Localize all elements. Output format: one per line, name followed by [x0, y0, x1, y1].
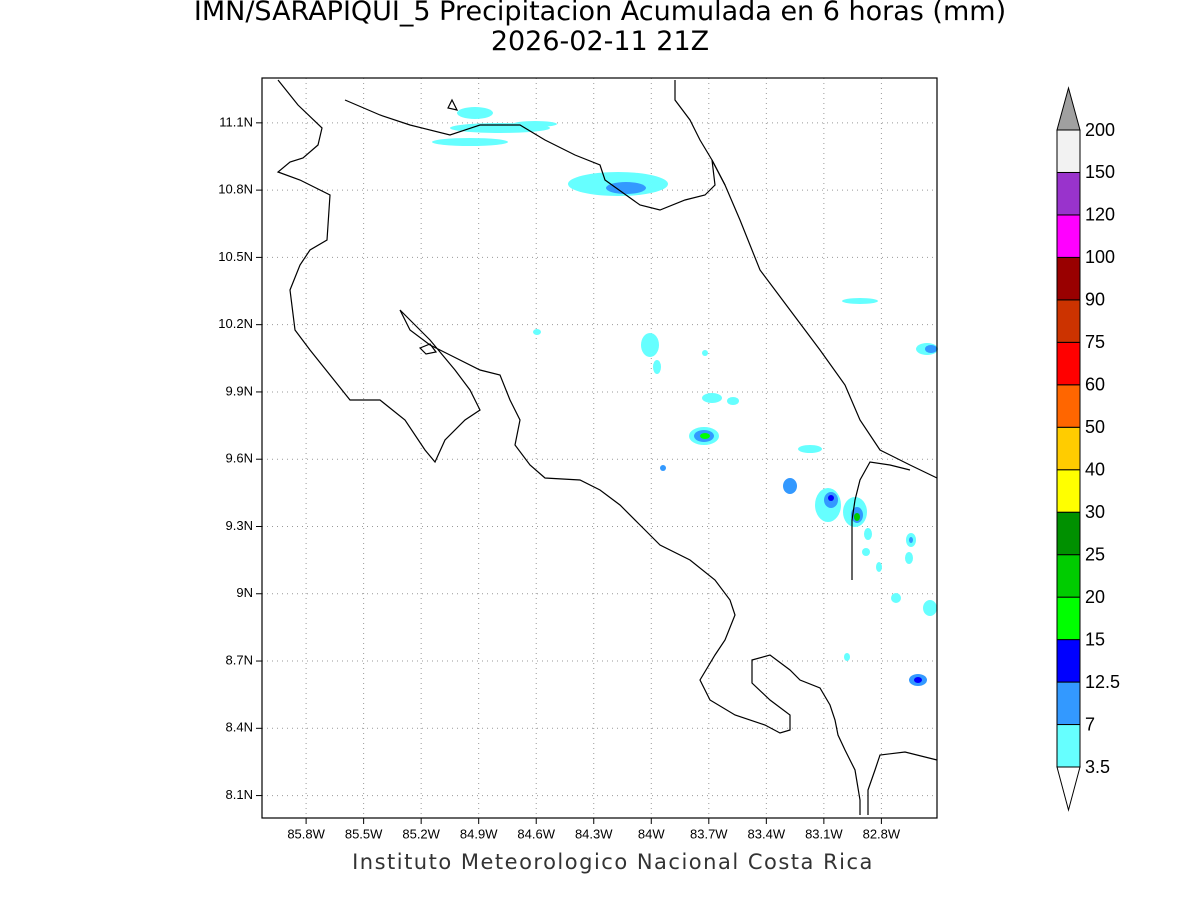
- colorbar-label: 150: [1085, 162, 1115, 182]
- colorbar-box: [1056, 554, 1081, 598]
- rain-area: [660, 465, 666, 471]
- north-border: [344, 99, 726, 211]
- colorbar-box: [1056, 724, 1081, 768]
- x-tick-label: 83.4W: [748, 826, 786, 841]
- coastlines: [276, 79, 938, 815]
- island: [418, 343, 438, 355]
- grid: [262, 78, 937, 818]
- map-frame: [261, 77, 938, 819]
- colorbar-box: [1056, 341, 1081, 386]
- rain-area: [909, 537, 913, 543]
- rain-area: [864, 528, 872, 540]
- colorbar-box: [1056, 129, 1081, 173]
- colorbar-label: 100: [1085, 247, 1115, 267]
- colorbar-label: 20: [1085, 587, 1105, 607]
- rain-area: [606, 182, 646, 194]
- rain-area: [432, 138, 508, 146]
- x-tick-label: 85.8W: [287, 826, 325, 841]
- y-tick-label: 8.1N: [226, 787, 253, 802]
- rain-area: [925, 345, 937, 353]
- colorbar: 3.5 7 12.5 15 20 25 30 40 50 60 75 90 100 120 150 200: [1056, 86, 1120, 812]
- colorbar-label: 90: [1085, 290, 1105, 310]
- x-tick-label: 85.2W: [402, 826, 440, 841]
- footer: Instituto Meteorologico Nacional Costa R…: [352, 850, 874, 874]
- rain-area: [923, 600, 937, 616]
- y-tick-label: 10.2N: [218, 316, 253, 331]
- rain-area: [798, 445, 822, 453]
- rain-area: [891, 593, 901, 603]
- caribbean-coast: [674, 80, 938, 479]
- x-tick-label: 82.8W: [863, 826, 901, 841]
- title: IMN/SARAPIQUI_5 Precipitacion Acumulada …: [194, 0, 1006, 27]
- colorbar-label: 25: [1085, 544, 1105, 564]
- x-tick-label: 85.5W: [345, 826, 383, 841]
- y-tick-label: 10.8N: [218, 182, 253, 197]
- rain-area: [533, 329, 541, 335]
- colorbar-label: 120: [1085, 205, 1115, 225]
- y-tick-label: 11.1N: [219, 114, 253, 129]
- colorbar-box: [1056, 596, 1081, 641]
- rain-area: [513, 121, 557, 127]
- colorbar-label: 50: [1085, 417, 1105, 437]
- x-tick-label: 84.9W: [460, 826, 498, 841]
- x-tick-label: 83.1W: [805, 826, 843, 841]
- rain-area: [914, 677, 922, 683]
- colorbar-over: [1056, 86, 1081, 131]
- rain-area: [700, 433, 710, 439]
- colorbar-label: 200: [1085, 120, 1115, 140]
- lake: [447, 98, 459, 111]
- rain-area: [842, 298, 878, 304]
- x-tick-label: 84.3W: [575, 826, 613, 841]
- colorbar-box: [1056, 681, 1081, 726]
- colorbar-box: [1056, 511, 1081, 556]
- colorbar-label: 3.5: [1085, 757, 1110, 777]
- colorbar-box: [1056, 299, 1081, 343]
- x-tick-label: 83.7W: [690, 826, 728, 841]
- y-tick-label: 9.3N: [226, 518, 253, 533]
- pacific-coast: [276, 79, 861, 815]
- rain-area: [876, 562, 882, 572]
- rain-area: [641, 333, 659, 357]
- precipitation: [432, 107, 938, 686]
- rain-area: [457, 107, 493, 119]
- colorbar-label: 15: [1085, 629, 1105, 649]
- rain-area: [727, 397, 739, 405]
- colorbar-label: 12.5: [1085, 672, 1120, 692]
- rain-area: [862, 548, 870, 556]
- colorbar-box: [1056, 639, 1081, 683]
- axes: 85.8W 85.5W 85.2W 84.9W 84.6W 84.3W 84W 83.7W 83…: [218, 114, 901, 841]
- colorbar-label: 7: [1085, 714, 1095, 734]
- colorbar-label: 60: [1085, 375, 1105, 395]
- rain-area: [854, 513, 860, 521]
- y-tick-label: 8.7N: [226, 652, 253, 667]
- y-tick-label: 10.5N: [218, 249, 253, 264]
- rain-area: [702, 393, 722, 403]
- subtitle: 2026-02-11 21Z: [491, 26, 709, 57]
- colorbar-box: [1056, 384, 1081, 428]
- panama-border: [851, 461, 911, 580]
- colorbar-label: 75: [1085, 332, 1105, 352]
- south-coast: [867, 751, 938, 815]
- x-tick-label: 84W: [638, 826, 665, 841]
- colorbar-box: [1056, 469, 1081, 513]
- x-tick-label: 84.6W: [517, 826, 555, 841]
- colorbar-box: [1056, 426, 1081, 471]
- rain-area: [783, 478, 797, 494]
- colorbar-box: [1056, 171, 1081, 216]
- y-tick-label: 8.4N: [226, 720, 253, 735]
- colorbar-under: [1056, 766, 1081, 812]
- colorbar-box: [1056, 214, 1081, 258]
- colorbar-box: [1056, 256, 1081, 301]
- y-tick-label: 9.6N: [226, 451, 253, 466]
- rain-area: [828, 495, 834, 501]
- y-tick-label: 9.9N: [226, 383, 253, 398]
- colorbar-label: 40: [1085, 459, 1105, 479]
- colorbar-label: 30: [1085, 502, 1105, 522]
- rain-area: [844, 653, 850, 661]
- rain-area: [702, 350, 708, 356]
- rain-area: [653, 360, 661, 374]
- rain-area: [905, 552, 913, 564]
- y-tick-label: 9N: [236, 585, 253, 600]
